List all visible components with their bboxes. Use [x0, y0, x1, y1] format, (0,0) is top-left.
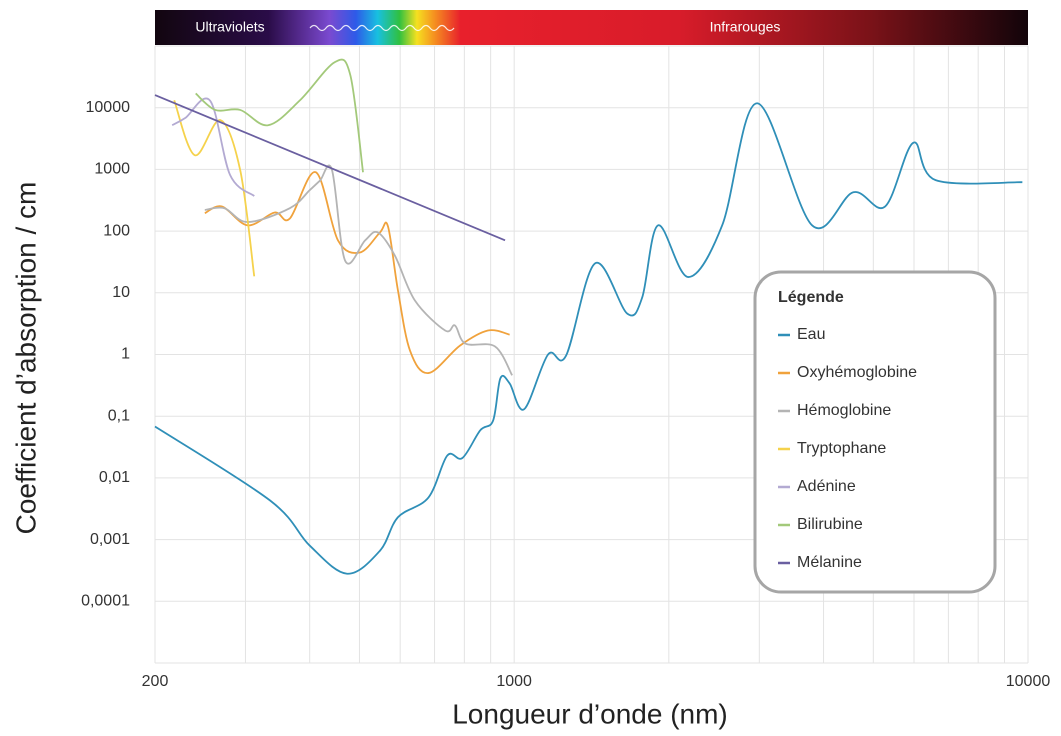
y-axis-title: Coefficient d’absorption / cm	[10, 182, 41, 535]
x-axis-title: Longueur d’onde (nm)	[452, 698, 728, 729]
legend-label: Eau	[797, 326, 825, 343]
spectrum-label: Infrarouges	[710, 19, 781, 35]
spectrum-bar	[155, 10, 1028, 45]
x-tick-label: 200	[142, 673, 169, 690]
legend-label: Bilirubine	[797, 516, 863, 533]
legend: Eau Oxyhémoglobine Hémoglobine Tryptophane A…	[778, 326, 917, 571]
y-tick-label: 1	[121, 346, 130, 363]
series-line	[171, 97, 255, 197]
legend-label: Adénine	[797, 478, 856, 495]
legend-label: Oxyhémoglobine	[797, 364, 917, 381]
series-line	[154, 94, 506, 242]
y-tick-label: 1000	[94, 161, 130, 178]
series-line	[173, 99, 256, 277]
legend-title: Légende	[778, 289, 844, 306]
y-tick-label: 0,1	[108, 407, 130, 424]
spectrum-label: Ultraviolets	[195, 19, 264, 35]
legend-label: Hémoglobine	[797, 402, 891, 419]
x-tick-label: 1000	[496, 673, 532, 690]
y-tick-label: 10	[112, 284, 130, 301]
y-tick-label: 0,001	[90, 531, 130, 548]
legend-label: Mélanine	[797, 554, 862, 571]
y-tick-label: 10000	[86, 99, 131, 116]
lines	[154, 58, 1023, 575]
series-line	[195, 58, 364, 173]
y-tick-label: 0,0001	[81, 593, 130, 610]
legend-box	[753, 270, 997, 594]
y-tick-label: 100	[103, 222, 130, 239]
x-tick-label: 10000	[1006, 673, 1051, 690]
legend-label: Tryptophane	[797, 440, 886, 457]
series-line	[204, 164, 513, 376]
spectrum-wave	[309, 24, 455, 32]
y-tick-label: 0,01	[99, 469, 130, 486]
series-line	[154, 102, 1023, 575]
